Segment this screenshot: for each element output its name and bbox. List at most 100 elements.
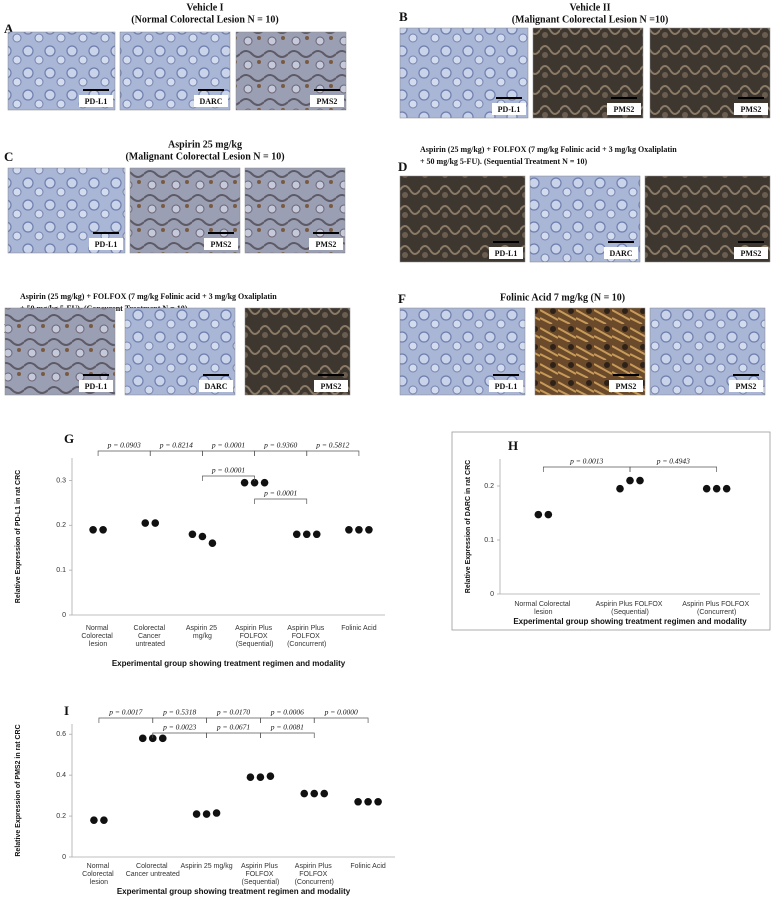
data-point: [722, 484, 731, 493]
x-tick-label: Normal Colorectal lesion: [82, 863, 115, 886]
data-point: [246, 773, 255, 781]
image-label: DARC: [204, 382, 227, 391]
x-tick-label: Colorectal Cancer untreated: [134, 625, 167, 648]
label-box: [604, 247, 638, 259]
significance-bracket: [202, 450, 255, 456]
data-point: [141, 519, 150, 527]
label-box: [309, 238, 343, 250]
panel-title: Aspirin (25 mg/kg) + FOLFOX (7 mg/kg Fol…: [420, 145, 677, 154]
data-point: [364, 797, 372, 806]
x-tick-label: Folinic Acid: [350, 863, 386, 870]
data-point: [636, 476, 644, 485]
panel-title: (Malignant Colorectal Lesion N =10): [512, 14, 669, 25]
x-tick-label: Folinic Acid: [341, 625, 377, 632]
data-point: [138, 734, 147, 743]
label-box: [489, 380, 523, 392]
y-tick-label: 0.3: [56, 477, 66, 484]
data-point: [534, 510, 543, 519]
p-value: p = 0.0671: [216, 723, 250, 732]
data-point: [266, 772, 275, 780]
significance-bracket: [98, 717, 154, 723]
x-tick-label: Aspirin Plus FOLFOX (Concurrent): [295, 863, 334, 886]
x-tick-label: Aspirin 25 mg/kg: [186, 625, 219, 640]
p-value: p = 0.5812: [315, 441, 349, 450]
data-point: [89, 525, 97, 534]
chart-label: H: [508, 438, 518, 453]
data-point: [208, 539, 217, 548]
y-tick-label: 0: [62, 854, 66, 861]
data-point: [148, 734, 157, 743]
panel-title: Vehicle II: [569, 2, 610, 13]
data-point: [302, 530, 311, 539]
p-value: p = 0.0903: [107, 441, 141, 450]
data-point: [202, 810, 211, 818]
image-label: PD-L1: [85, 97, 108, 106]
panel-letter: D: [398, 159, 407, 174]
panel-letter: C: [4, 149, 13, 164]
x-tick-label: Aspirin Plus FOLFOX (Concurrent): [682, 601, 751, 616]
panel-title: (Normal Colorectal Lesion N = 10): [131, 14, 278, 25]
image-label: PMS2: [741, 249, 762, 258]
image-label: PMS2: [736, 382, 757, 391]
image-label: PMS2: [741, 105, 762, 114]
chart-label: I: [64, 703, 69, 718]
y-tick-label: 0.6: [56, 731, 66, 738]
p-value: p = 0.9360: [263, 441, 297, 450]
p-value: p = 0.0001: [211, 441, 245, 450]
data-point: [354, 797, 362, 806]
data-point: [90, 816, 98, 824]
data-point: [188, 530, 197, 539]
data-point: [616, 484, 624, 493]
panel-letter: A: [4, 21, 14, 36]
data-point: [212, 809, 221, 817]
label-box: [734, 247, 768, 259]
data-point: [374, 797, 382, 806]
label-box: [492, 103, 526, 115]
data-point: [310, 789, 319, 798]
significance-bracket: [629, 466, 718, 472]
image-label: PD-L1: [495, 382, 518, 391]
significance-bracket: [306, 450, 360, 456]
data-point: [240, 478, 249, 487]
label-box: [609, 380, 643, 392]
panel-letter: F: [398, 291, 406, 306]
image-label: PMS2: [616, 382, 637, 391]
p-value: p = 0.0001: [263, 489, 297, 498]
data-point: [192, 810, 201, 818]
label-box: [314, 380, 348, 392]
data-point: [100, 816, 108, 824]
image-label: PD-L1: [495, 249, 518, 258]
y-tick-label: 0: [490, 591, 494, 598]
y-axis-title: Relative Expression of DARC in rat CRC: [465, 460, 472, 593]
p-value: p = 0.0000: [324, 708, 358, 717]
p-value: p = 0.0001: [211, 466, 245, 475]
p-value: p = 0.0013: [569, 457, 603, 466]
data-point: [365, 525, 373, 534]
x-tick-label: Aspirin Plus FOLFOX (Concurrent): [287, 625, 326, 648]
significance-bracket: [149, 450, 203, 456]
panel-title: (Malignant Colorectal Lesion N = 10): [125, 151, 284, 162]
panel-title: Folinic Acid 7 mg/kg (N = 10): [500, 292, 625, 303]
data-point: [158, 734, 167, 743]
y-tick-label: 0.2: [484, 483, 494, 490]
data-point: [250, 478, 259, 487]
label-box: [79, 95, 113, 107]
significance-bracket: [97, 450, 151, 456]
label-box: [194, 95, 228, 107]
p-value: p = 0.0081: [270, 723, 304, 732]
data-point: [99, 525, 107, 534]
label-box: [199, 380, 233, 392]
x-tick-label: Normal Colorectal lesion: [81, 625, 114, 648]
chart-label: G: [64, 431, 74, 446]
label-box: [489, 247, 523, 259]
p-value: p = 0.0170: [216, 708, 250, 717]
p-value: p = 0.0023: [162, 723, 196, 732]
significance-bracket: [542, 466, 631, 472]
x-tick-label: Normal Colorectal lesion: [514, 601, 572, 616]
label-box: [204, 238, 238, 250]
data-point: [256, 773, 265, 781]
panel-title: Aspirin 25 mg/kg: [168, 139, 242, 150]
x-tick-label: Aspirin Plus FOLFOX (Sequential): [596, 601, 665, 616]
data-point: [712, 484, 721, 493]
